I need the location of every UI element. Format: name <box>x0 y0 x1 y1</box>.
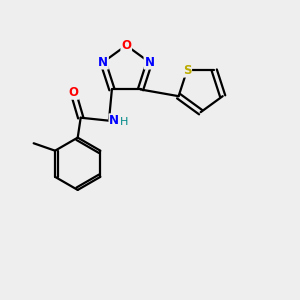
Text: O: O <box>68 86 78 99</box>
Text: N: N <box>109 114 119 127</box>
Text: S: S <box>183 64 191 77</box>
Text: H: H <box>120 117 129 127</box>
Text: O: O <box>121 39 131 52</box>
Text: N: N <box>144 56 154 69</box>
Text: N: N <box>98 56 108 69</box>
